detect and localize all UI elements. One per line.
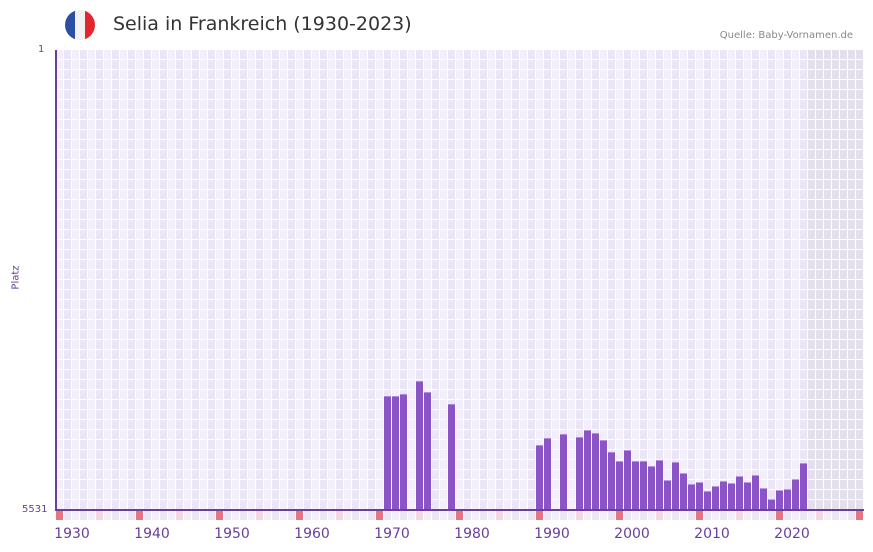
bar-2021[interactable]: [784, 489, 791, 510]
bar-2004[interactable]: [648, 466, 655, 510]
bar-2005[interactable]: [656, 460, 663, 510]
bar-2019[interactable]: [768, 499, 775, 510]
bar-2007[interactable]: [672, 462, 679, 510]
bar-1996[interactable]: [584, 430, 591, 510]
bar-1991[interactable]: [544, 438, 551, 510]
x-tick-2010: 2010: [694, 526, 730, 542]
bar-2009[interactable]: [688, 484, 695, 510]
year-markers: [56, 511, 863, 520]
flag-red: [85, 10, 95, 40]
x-tick-1960: 1960: [294, 526, 330, 542]
bar-2010[interactable]: [696, 482, 703, 510]
y-axis-title: Platz: [10, 265, 22, 290]
x-tick-2020: 2020: [774, 526, 810, 542]
bar-1979[interactable]: [448, 404, 455, 510]
bar-2014[interactable]: [728, 483, 735, 510]
bar-2011[interactable]: [704, 491, 711, 510]
bar-2023[interactable]: [800, 463, 807, 510]
bar-1997[interactable]: [592, 433, 599, 510]
bar-2022[interactable]: [792, 479, 799, 510]
bar-2016[interactable]: [744, 482, 751, 510]
bar-1995[interactable]: [576, 437, 583, 510]
plot-area: [56, 50, 864, 510]
bar-1975[interactable]: [416, 381, 423, 510]
x-axis-line: [55, 509, 864, 511]
bar-1976[interactable]: [424, 392, 431, 510]
bar-1993[interactable]: [560, 434, 567, 510]
bar-1998[interactable]: [600, 440, 607, 510]
bar-1973[interactable]: [400, 394, 407, 510]
bar-1990[interactable]: [536, 445, 543, 510]
bar-1972[interactable]: [392, 396, 399, 510]
x-tick-1990: 1990: [534, 526, 570, 542]
y-tick-bottom: 5531: [22, 504, 48, 515]
bar-2015[interactable]: [736, 476, 743, 510]
flag-blue: [65, 10, 75, 40]
x-tick-1970: 1970: [374, 526, 410, 542]
x-tick-1950: 1950: [214, 526, 250, 542]
bar-2002[interactable]: [632, 461, 639, 510]
chart-grid: [56, 50, 863, 510]
flag-white: [75, 10, 85, 40]
bar-2020[interactable]: [776, 490, 783, 510]
bar-1999[interactable]: [608, 452, 615, 510]
x-tick-1980: 1980: [454, 526, 490, 542]
x-tick-1940: 1940: [134, 526, 170, 542]
y-tick-top: 1: [38, 44, 45, 55]
source-credit: Quelle: Baby-Vornamen.de: [719, 30, 853, 41]
bar-1971[interactable]: [384, 396, 391, 510]
bar-2017[interactable]: [752, 475, 759, 510]
france-flag-icon: [65, 10, 95, 40]
chart-title: Selia in Frankreich (1930-2023): [113, 13, 412, 35]
y-axis-line: [55, 50, 57, 511]
bar-2000[interactable]: [616, 461, 623, 510]
bar-2012[interactable]: [712, 486, 719, 510]
bar-2013[interactable]: [720, 481, 727, 510]
x-tick-2000: 2000: [614, 526, 650, 542]
bar-2001[interactable]: [624, 450, 631, 510]
x-tick-1930: 1930: [54, 526, 90, 542]
bar-2006[interactable]: [664, 480, 671, 510]
bar-2003[interactable]: [640, 461, 647, 510]
bar-2018[interactable]: [760, 488, 767, 510]
bar-2008[interactable]: [680, 473, 687, 510]
